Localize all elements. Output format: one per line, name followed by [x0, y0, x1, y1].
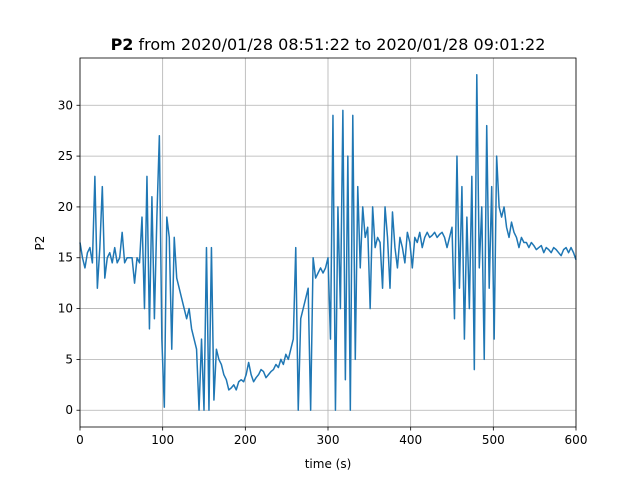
title-part: from 2020/01/28 08:51:22 to 2020/01/28 0…: [139, 35, 546, 54]
x-tick-label: 400: [399, 433, 422, 447]
y-tick-label: 25: [58, 149, 73, 163]
y-tick-label: 20: [58, 200, 73, 214]
plot-frame: [79, 57, 577, 428]
y-tick-label: 5: [65, 352, 73, 366]
x-tick-label: 0: [76, 433, 84, 447]
y-tick-label: 15: [58, 251, 73, 265]
x-tick-label: 100: [151, 433, 174, 447]
y-tick-label: 0: [65, 403, 73, 417]
x-tick-label: 600: [565, 433, 588, 447]
x-tick-label: 200: [234, 433, 257, 447]
x-tick-label: 500: [482, 433, 505, 447]
y-tick-label: 30: [58, 98, 73, 112]
y-axis-label: P2: [33, 236, 47, 251]
x-tick-label: 300: [317, 433, 340, 447]
y-tick-label: 10: [58, 302, 73, 316]
chart-title: P2 from 2020/01/28 08:51:22 to 2020/01/2…: [111, 35, 546, 54]
x-axis-label: time (s): [305, 457, 352, 471]
data-line: [79, 74, 577, 411]
title-part: P2: [111, 35, 134, 54]
